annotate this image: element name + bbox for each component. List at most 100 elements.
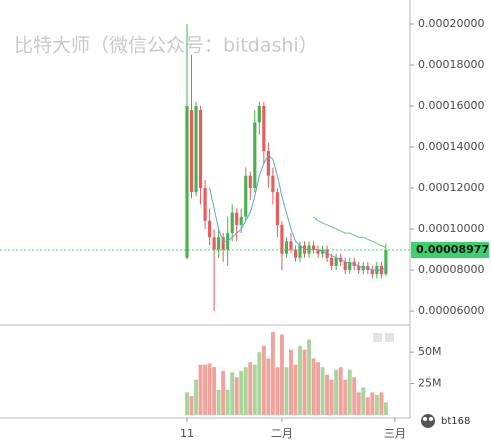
candle-body	[189, 110, 194, 193]
candle-body	[253, 122, 257, 189]
volume-tick-label: 25M	[418, 377, 442, 390]
volume-bar	[365, 397, 370, 415]
candle-body	[284, 241, 289, 254]
candle-body	[280, 224, 284, 254]
x-tick-label: 11	[180, 427, 194, 440]
candle-body	[262, 106, 266, 152]
candle-body	[293, 249, 298, 258]
candle-body	[212, 237, 216, 250]
y-tick-label: 0.00014000	[418, 140, 484, 153]
volume-bar	[234, 377, 239, 415]
volume-bar	[194, 379, 198, 415]
watermark: 比特大师（微信公众号：bitdashi）	[14, 35, 318, 57]
volume-bar	[347, 369, 352, 415]
volume-bar	[252, 364, 257, 415]
candle-body	[185, 106, 189, 258]
candle-body	[271, 175, 275, 193]
candle-body	[266, 151, 270, 176]
volume-bar	[289, 349, 293, 415]
candle-body	[230, 212, 234, 234]
candle-body	[194, 106, 198, 193]
y-tick-label: 0.00018000	[418, 58, 484, 71]
candle-body	[343, 261, 347, 271]
volume-bar	[361, 387, 366, 415]
candle-body	[208, 220, 212, 238]
last-price-label: 0.00008977	[416, 243, 489, 256]
volume-bar	[216, 389, 221, 415]
y-tick-label: 0.00008000	[418, 263, 484, 276]
candle-body	[384, 250, 388, 275]
panel-button[interactable]	[385, 333, 394, 342]
x-tick-label: 二月	[271, 427, 293, 440]
volume-tick-label: 50M	[418, 345, 442, 358]
candle-body	[348, 261, 352, 271]
volume-bar	[198, 364, 203, 415]
candle-body	[289, 241, 293, 250]
volume-bar	[356, 392, 361, 415]
x-tick-label: 三月	[384, 427, 406, 440]
volume-bar	[266, 358, 271, 415]
volume-bar	[225, 389, 230, 415]
y-tick-label: 0.00016000	[418, 99, 484, 112]
volume-bar	[325, 374, 330, 415]
candle-body	[217, 237, 221, 250]
candle-body	[316, 249, 320, 254]
volume-bar	[370, 392, 375, 415]
logo-text: bt168	[441, 416, 470, 427]
volume-bar	[302, 349, 307, 415]
volume-bar	[320, 367, 325, 415]
volume-bar	[334, 369, 339, 415]
volume-bar	[261, 345, 266, 415]
volume-bar	[243, 367, 248, 415]
volume-bar	[189, 396, 194, 415]
volume-bar	[352, 377, 357, 415]
candle-body	[257, 106, 261, 123]
candle-body	[239, 216, 243, 225]
volume-bar	[230, 372, 235, 415]
volume-bar	[338, 367, 343, 415]
candle-body	[275, 192, 279, 225]
candle-body	[244, 175, 248, 217]
volume-bar	[343, 379, 348, 415]
candle-body	[235, 212, 239, 225]
volume-bar	[203, 364, 208, 415]
logo: bt168	[421, 414, 470, 428]
y-tick-label: 0.00012000	[418, 181, 484, 194]
volume-bar	[316, 362, 321, 415]
volume-bar	[379, 392, 384, 415]
volume-bar	[284, 367, 289, 415]
moving-average	[209, 154, 387, 271]
candle-body	[334, 257, 338, 266]
volume-bar	[221, 371, 226, 415]
volume-bar	[307, 339, 311, 415]
candle-body	[298, 245, 302, 258]
y-tick-label: 0.00006000	[418, 304, 484, 317]
volume-bar	[257, 352, 262, 415]
volume-bar	[207, 363, 212, 415]
candle-body	[311, 245, 316, 250]
volume-bar	[383, 402, 388, 415]
last-price-box	[411, 242, 489, 259]
volume-bar	[185, 392, 189, 415]
moving-average	[313, 216, 387, 248]
volume-bar	[248, 362, 253, 415]
candle-body	[357, 265, 361, 271]
volume-bar	[374, 394, 379, 415]
volume-bar	[293, 364, 298, 415]
y-tick-label: 0.00010000	[418, 222, 484, 235]
volume-bar	[212, 367, 217, 415]
volume-bar	[279, 334, 284, 415]
volume-bar	[270, 332, 275, 415]
volume-bar	[311, 358, 316, 415]
volume-bar	[298, 345, 302, 415]
candle-body	[330, 257, 334, 266]
candle-body	[221, 237, 225, 250]
candle-body	[370, 270, 374, 275]
volume-bar	[329, 379, 334, 415]
panel-button[interactable]	[373, 333, 382, 342]
candle-body	[248, 175, 252, 189]
volume-bar	[239, 371, 244, 415]
y-tick-label: 0.00020000	[418, 17, 484, 30]
candle-body	[198, 110, 203, 189]
